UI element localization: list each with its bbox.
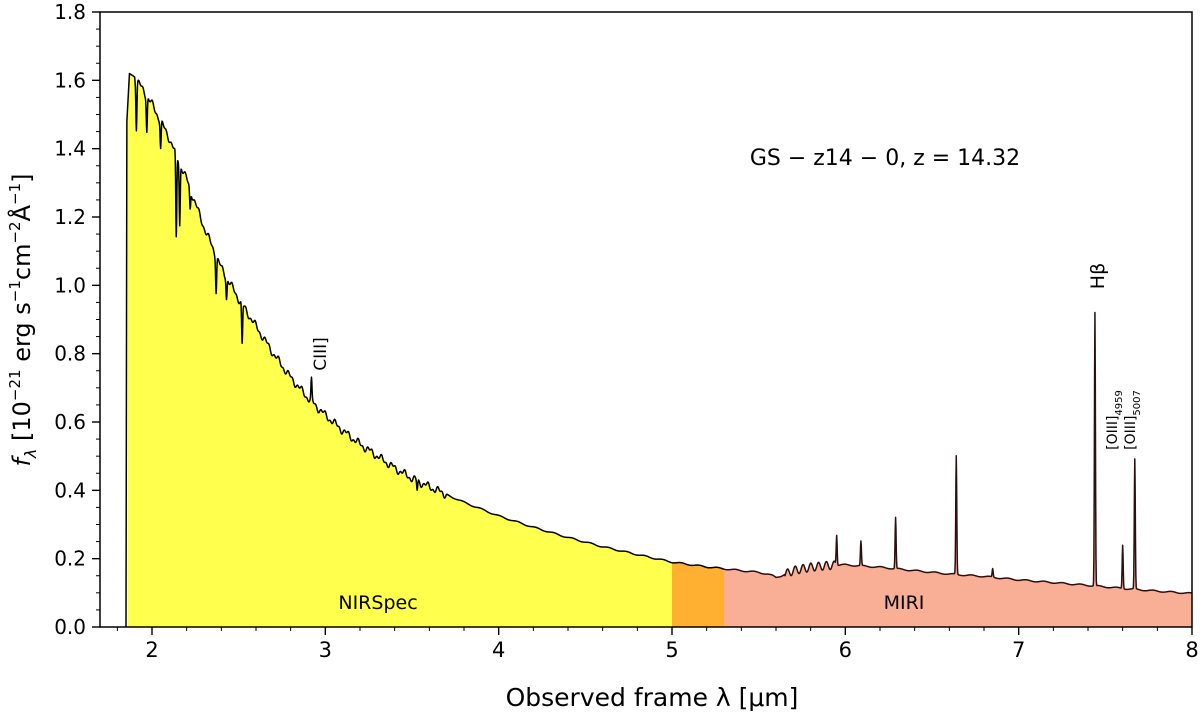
region-label-miri: MIRI — [884, 592, 925, 614]
region-fill-miri — [724, 312, 1192, 627]
y-tick-label: 0.2 — [54, 547, 86, 571]
y-axis-label: fλ [10−21 erg s−1cm−2Å−1] — [6, 173, 40, 466]
x-tick-label: 4 — [492, 638, 505, 662]
spectrum-line-nirspec — [125, 72, 725, 628]
x-tick-label: 2 — [145, 638, 158, 662]
line-label-hbeta: Hβ — [1087, 263, 1109, 289]
x-tick-label: 3 — [319, 638, 332, 662]
y-tick-label: 1.0 — [54, 273, 86, 297]
line-label-oiii-5007: [OIII]5007 — [1123, 390, 1143, 450]
y-tick-label: 1.2 — [54, 205, 86, 229]
x-tick-label: 5 — [665, 638, 678, 662]
y-tick-label: 0.4 — [54, 478, 86, 502]
region-fill-nirspec — [127, 73, 673, 627]
spectrum-lines — [125, 72, 1193, 628]
spectrum-line-miri — [723, 311, 1193, 595]
region-fill-overlap — [672, 562, 724, 627]
region-label-nirspec: NIRSpec — [338, 592, 417, 614]
y-tick-label: 0.8 — [54, 342, 86, 366]
x-tick-label: 7 — [1012, 638, 1025, 662]
x-tick-label: 6 — [839, 638, 852, 662]
axes: 2 3 4 5 6 7 8 0.0 0.2 0.4 0.6 0.8 1.0 1.2 1.4 1.6 1.8 — [54, 0, 1199, 662]
y-tick-label: 0.0 — [54, 615, 86, 639]
y-tick-label: 1.6 — [54, 68, 86, 92]
x-tick-label: 8 — [1185, 638, 1198, 662]
object-label: GS − z14 − 0, z = 14.32 — [750, 146, 1020, 171]
svg-text:fλ [10−21 erg s−1cm−2Å−1]: fλ [10−21 erg s−1cm−2Å−1] — [6, 173, 40, 466]
chart-labels: GS − z14 − 0, z = 14.32 Observed frame λ… — [6, 146, 1143, 712]
y-tick-label: 1.4 — [54, 137, 86, 161]
line-label-oiii-4959: [OIII]4959 — [1105, 390, 1125, 450]
x-axis-label: Observed frame λ [μm] — [506, 683, 799, 712]
line-label-ciii: CIII] — [311, 337, 331, 371]
y-tick-label: 0.6 — [54, 410, 86, 434]
region-fills — [127, 73, 1192, 627]
y-tick-label: 1.8 — [54, 0, 86, 24]
